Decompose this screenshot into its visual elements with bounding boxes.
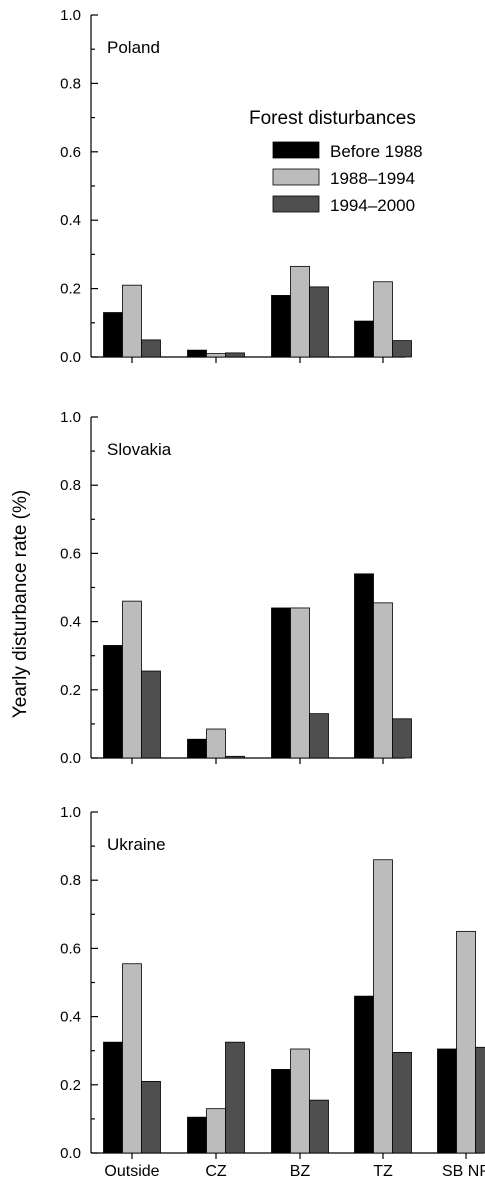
y-tick-label: 0.6 [60, 940, 81, 957]
bar-ukraine-bz-series-1 [271, 1069, 291, 1154]
panel-ukraine: 0.0 0.2 0.4 0.6 0.8 1.0 Ukraine Outside CZ BZ TZ SB… [60, 804, 485, 1180]
bar-poland-outside-series-1 [103, 312, 123, 358]
bar-slovakia-bz-series-1 [271, 607, 291, 759]
y-axis-label: Yearly disturbance rate (%) [10, 490, 31, 718]
y-tick-label: 0.6 [60, 144, 81, 161]
legend-label: 1988–1994 [330, 169, 415, 188]
bar-ukraine-outside-series-1 [103, 1041, 123, 1154]
bar-poland-cz-series-1 [187, 349, 207, 358]
bar-ukraine-tz-series-3 [392, 1052, 412, 1154]
legend: Forest disturbances Before 1988 1988–1994 1… [249, 108, 423, 215]
y-tick-label: 1.0 [60, 7, 81, 24]
y-tick-label: 0.2 [60, 1077, 81, 1094]
bar-poland-bz-series-3 [309, 286, 329, 358]
bar-ukraine-outside-series-3 [141, 1080, 161, 1154]
bar-ukraine-cz-series-1 [187, 1116, 207, 1154]
x-tick-label: CZ [205, 1163, 227, 1180]
legend-title: Forest disturbances [249, 108, 416, 129]
y-tick-label: 0.6 [60, 545, 81, 562]
bar-ukraine-sb-np-series-3 [475, 1046, 485, 1154]
bar-slovakia-tz-series-3 [392, 718, 412, 759]
y-tick-label: 1.0 [60, 409, 81, 426]
x-tick-label: BZ [290, 1163, 311, 1180]
y-tick-label: 0.0 [60, 349, 81, 366]
bar-ukraine-bz-series-3 [309, 1099, 329, 1154]
bar-poland-bz-series-1 [271, 295, 291, 358]
legend-swatch [272, 195, 320, 213]
panel-poland: 0.0 0.2 0.4 0.6 0.8 1.0 Poland Forest disturban… [60, 7, 423, 366]
bar-poland-bz-series-2 [290, 265, 310, 358]
chart-panels: 0.0 0.2 0.4 0.6 0.8 1.0 Poland Forest disturban… [60, 7, 485, 1180]
bar-poland-tz-series-2 [373, 281, 393, 358]
bar-slovakia-bz-series-3 [309, 713, 329, 759]
y-tick-label: 0.2 [60, 682, 81, 699]
y-tick-label: 0.8 [60, 477, 81, 494]
y-tick-label: 0.4 [60, 212, 81, 229]
legend-label: 1994–2000 [330, 196, 415, 215]
legend-swatch [272, 168, 320, 186]
legend-label: Before 1988 [330, 142, 423, 161]
bar-ukraine-cz-series-3 [225, 1041, 245, 1154]
bar-poland-cz-series-2 [206, 353, 226, 358]
panel-title: Slovakia [107, 440, 172, 459]
y-tick-label: 0.8 [60, 872, 81, 889]
y-tick-label: 0.4 [60, 1009, 81, 1026]
bar-slovakia-outside-series-1 [103, 645, 123, 759]
bar-ukraine-outside-series-2 [122, 963, 142, 1154]
bar-slovakia-cz-series-3 [225, 755, 245, 759]
panel-slovakia: 0.0 0.2 0.4 0.6 0.8 1.0 Slovakia [60, 409, 412, 767]
bar-slovakia-outside-series-3 [141, 670, 161, 759]
bar-ukraine-cz-series-2 [206, 1108, 226, 1154]
bar-poland-tz-series-1 [354, 320, 374, 358]
bar-poland-outside-series-3 [141, 339, 161, 358]
legend-swatch [272, 141, 320, 159]
bar-slovakia-cz-series-1 [187, 738, 207, 759]
bar-slovakia-tz-series-1 [354, 573, 374, 759]
y-tick-label: 1.0 [60, 804, 81, 821]
bar-ukraine-sb-np-series-2 [456, 930, 476, 1154]
y-tick-label: 0.0 [60, 1145, 81, 1162]
bar-ukraine-bz-series-2 [290, 1048, 310, 1154]
bar-ukraine-tz-series-1 [354, 995, 374, 1154]
bar-poland-tz-series-3 [392, 340, 412, 358]
y-tick-label: 0.4 [60, 614, 81, 631]
bar-ukraine-sb-np-series-1 [437, 1048, 457, 1154]
panel-title: Ukraine [107, 835, 166, 854]
bar-slovakia-cz-series-2 [206, 728, 226, 759]
x-tick-label: Outside [104, 1163, 159, 1180]
bar-slovakia-bz-series-2 [290, 607, 310, 759]
bar-slovakia-outside-series-2 [122, 600, 142, 759]
y-tick-label: 0.2 [60, 281, 81, 298]
bar-ukraine-tz-series-2 [373, 859, 393, 1154]
y-tick-label: 0.8 [60, 75, 81, 92]
bar-poland-outside-series-2 [122, 284, 142, 358]
y-tick-label: 0.0 [60, 750, 81, 767]
bar-poland-cz-series-3 [225, 352, 245, 358]
x-tick-label: SB NP [442, 1163, 485, 1180]
bar-slovakia-tz-series-2 [373, 602, 393, 759]
panel-title: Poland [107, 38, 160, 57]
x-tick-label: TZ [373, 1163, 393, 1180]
